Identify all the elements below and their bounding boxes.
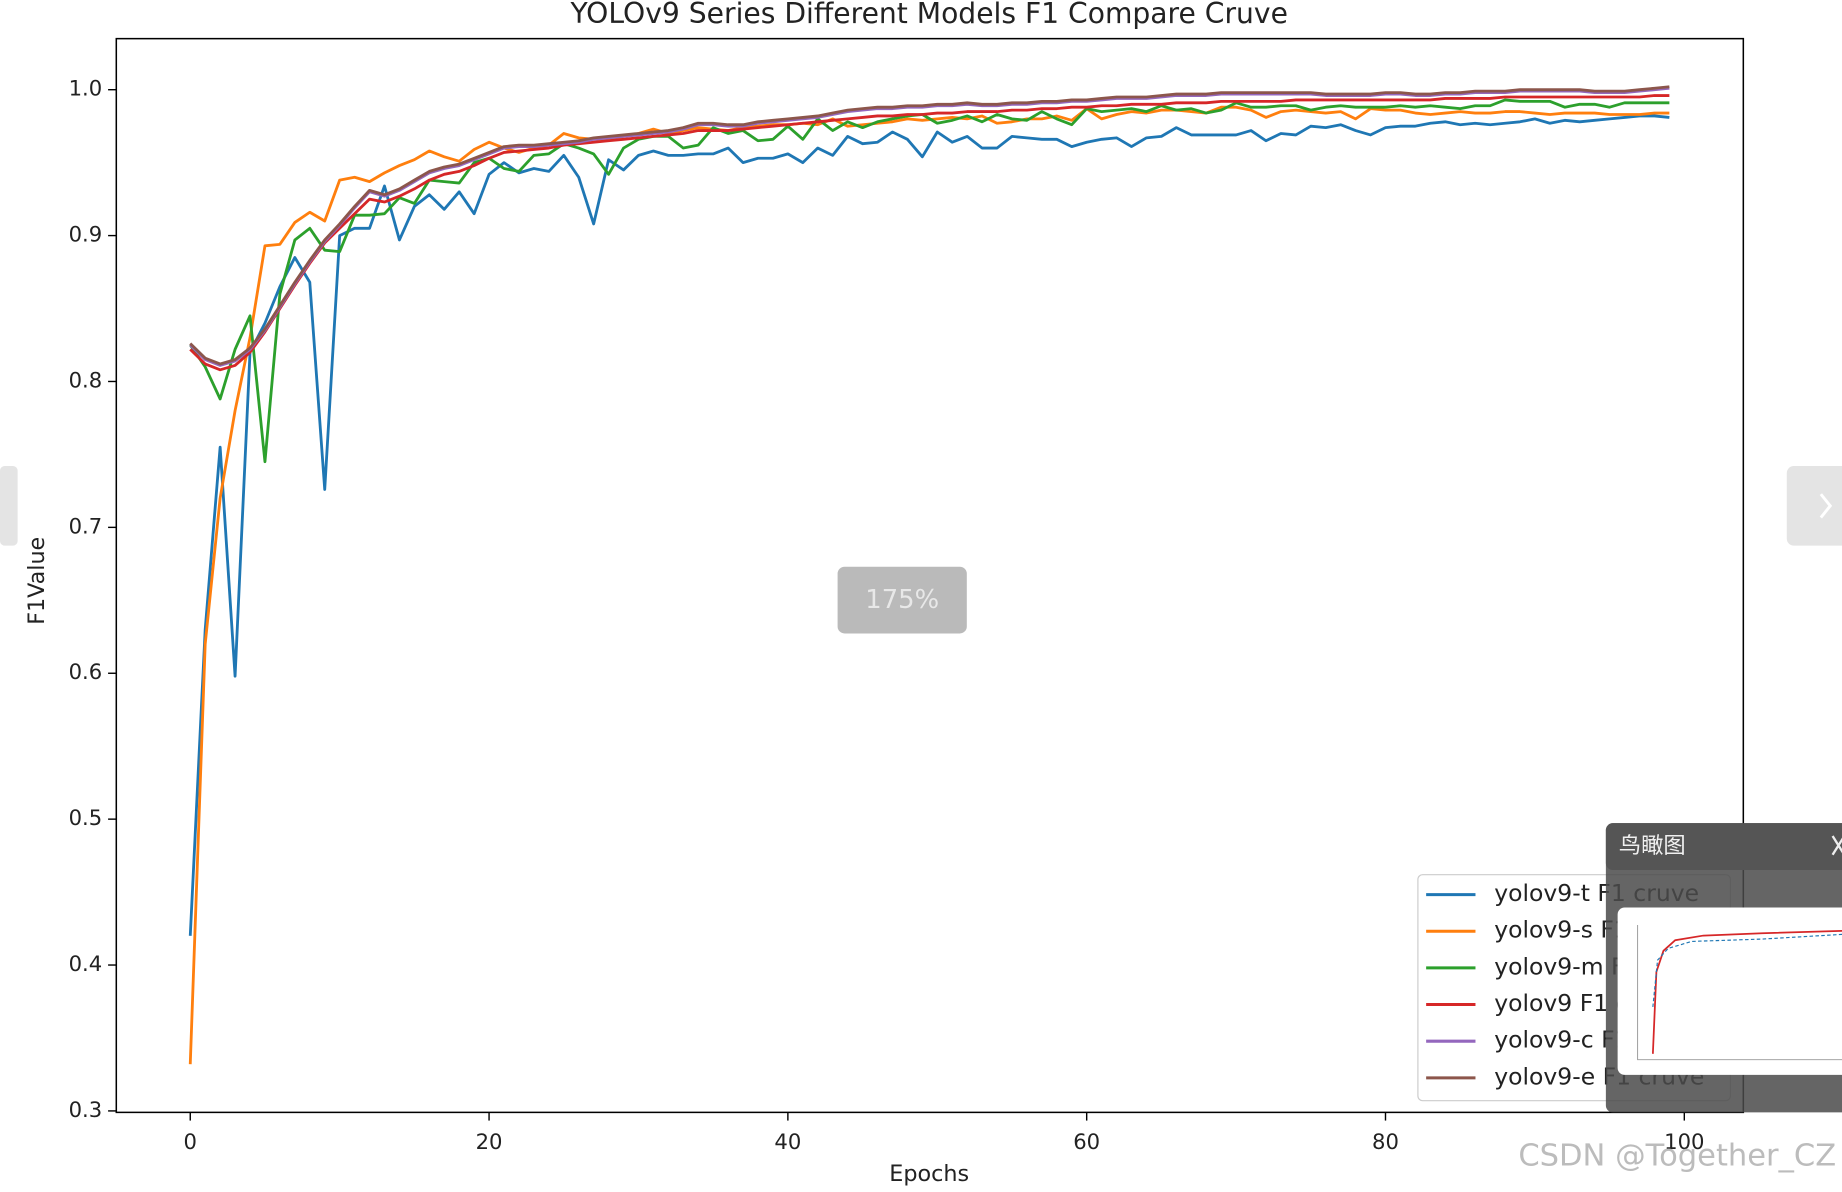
x-tick-label: 40 (774, 1129, 801, 1154)
y-tick-label: 0.5 (69, 805, 103, 830)
series-line (189, 94, 1670, 372)
y-tick-label: 1.0 (69, 76, 103, 101)
x-tick-label: 0 (184, 1129, 197, 1154)
y-tick-label: 0.9 (69, 222, 103, 247)
x-tick-label: 80 (1372, 1129, 1399, 1154)
y-tick-label: 0.4 (69, 951, 103, 976)
x-axis-label: Epochs (889, 1161, 969, 1187)
zoom-indicator (837, 566, 967, 634)
next-button[interactable] (1786, 466, 1842, 546)
axes-frame (115, 37, 1745, 1114)
x-tick-label: 100 (1664, 1129, 1704, 1154)
next-icon (1819, 493, 1833, 519)
prev-button[interactable] (0, 466, 18, 546)
zoom-text: 175% (865, 585, 939, 615)
y-axis-label: F1Value (24, 537, 50, 625)
y-tick-label: 0.7 (69, 513, 103, 538)
x-tick-label: 60 (1073, 1129, 1100, 1154)
overview-panel: 鸟瞰图 (1605, 823, 1842, 1113)
plot-lines (188, 85, 1670, 1065)
overview-close[interactable] (1831, 835, 1842, 856)
overview-header (1605, 823, 1842, 870)
series-line (189, 98, 1670, 464)
overview-thumbnail[interactable] (1617, 907, 1842, 1075)
thumbnail-axes (1637, 925, 1842, 1061)
axes-ticks: 0 20 40 60 80 100 0.3 0.4 0.5 0.6 0.7 0.8 0.9 1.0 (69, 76, 1705, 1154)
y-tick-label: 0.8 (69, 368, 103, 393)
chart-title: YOLOv9 Series Different Models F1 Compar… (570, 0, 1288, 30)
series-line (189, 85, 1670, 366)
x-tick-label: 20 (476, 1129, 503, 1154)
y-tick-label: 0.3 (69, 1097, 103, 1122)
overview-title: 鸟瞰图 (1619, 833, 1686, 859)
y-tick-label: 0.6 (69, 659, 103, 684)
watermark: CSDN @Together_CZ (1518, 1138, 1836, 1173)
thumbnail-curve (1652, 933, 1842, 1008)
series-line (188, 114, 1670, 936)
